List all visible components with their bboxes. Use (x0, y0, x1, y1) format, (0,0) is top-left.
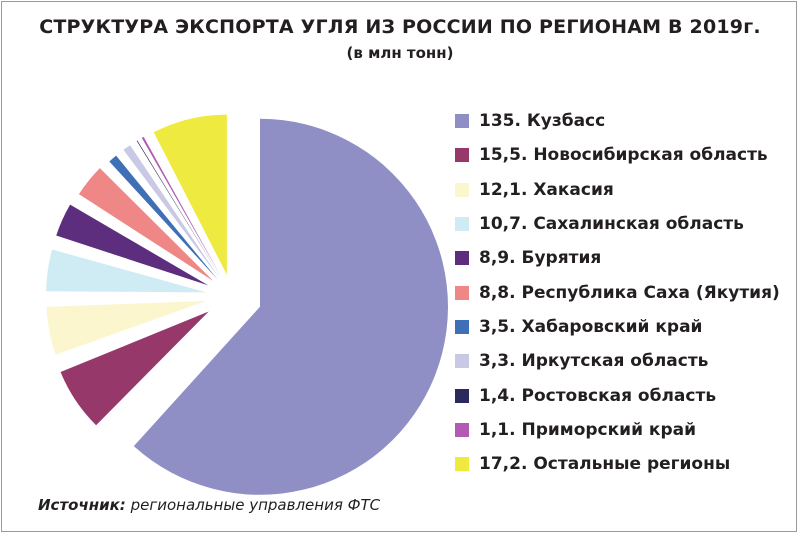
legend-item-7: 3,5. Хабаровский край (455, 310, 780, 344)
legend-label: 3,3. Иркутская область (479, 351, 709, 372)
legend-item-2: 15,5. Новосибирская область (455, 138, 780, 172)
pie-slice-6 (78, 168, 214, 281)
legend-item-8: 3,3. Иркутская область (455, 344, 780, 378)
legend-swatch (455, 319, 469, 334)
pie-slice-8 (123, 145, 220, 279)
legend-item-11: 17,2. Остальные регионы (455, 447, 780, 481)
legend-swatch (455, 148, 469, 163)
legend-swatch (455, 182, 469, 197)
legend-label: 8,8. Республика Саха (Якутия) (479, 282, 780, 303)
chart-title: СТРУКТУРА ЭКСПОРТА УГЛЯ ИЗ РОССИИ ПО РЕГ… (39, 16, 761, 38)
legend-swatch (455, 457, 469, 472)
pie-slice-7 (109, 155, 218, 280)
legend-item-6: 8,8. Республика Саха (Якутия) (455, 275, 780, 309)
legend-swatch (455, 114, 469, 129)
pie-slice-1 (133, 118, 448, 495)
legend-item-3: 12,1. Хакасия (455, 173, 780, 207)
legend-label: 8,9. Бурятия (479, 248, 602, 269)
legend-label: 10,7. Сахалинская область (479, 214, 744, 235)
legend-label: 15,5. Новосибирская область (479, 145, 768, 166)
pie-slice-2 (60, 311, 209, 426)
pie-slice-11 (153, 114, 227, 275)
legend-item-1: 135. Кузбасс (455, 104, 780, 138)
pie-slice-3 (46, 300, 207, 355)
legend-item-5: 8,9. Бурятия (455, 241, 780, 275)
source-note: Источник: региональные управления ФТС (38, 496, 380, 514)
legend-label: 17,2. Остальные регионы (479, 454, 731, 475)
source-text: региональные управления ФТС (130, 496, 381, 514)
pie-slice-5 (56, 204, 209, 286)
legend-item-4: 10,7. Сахалинская область (455, 207, 780, 241)
source-label: Источник: (38, 496, 126, 514)
legend-label: 1,1. Приморский край (479, 419, 696, 440)
legend-label: 12,1. Хакасия (479, 179, 614, 200)
pie-slice-10 (141, 136, 222, 277)
legend-swatch (455, 388, 469, 403)
pie-slice-4 (46, 249, 207, 293)
legend-label: 3,5. Хабаровский край (479, 316, 703, 337)
legend: 135. Кузбасс 15,5. Новосибирская область 1… (455, 104, 780, 481)
pie-slice-9 (136, 140, 221, 278)
legend-swatch (455, 251, 469, 266)
legend-swatch (455, 354, 469, 369)
legend-label: 135. Кузбасс (479, 111, 606, 132)
legend-item-9: 1,4. Ростовская область (455, 378, 780, 412)
legend-label: 1,4. Ростовская область (479, 385, 717, 406)
legend-swatch (455, 285, 469, 300)
chart-subtitle: (в млн тонн) (346, 44, 454, 62)
legend-item-10: 1,1. Приморский край (455, 413, 780, 447)
legend-swatch (455, 422, 469, 437)
legend-swatch (455, 217, 469, 232)
